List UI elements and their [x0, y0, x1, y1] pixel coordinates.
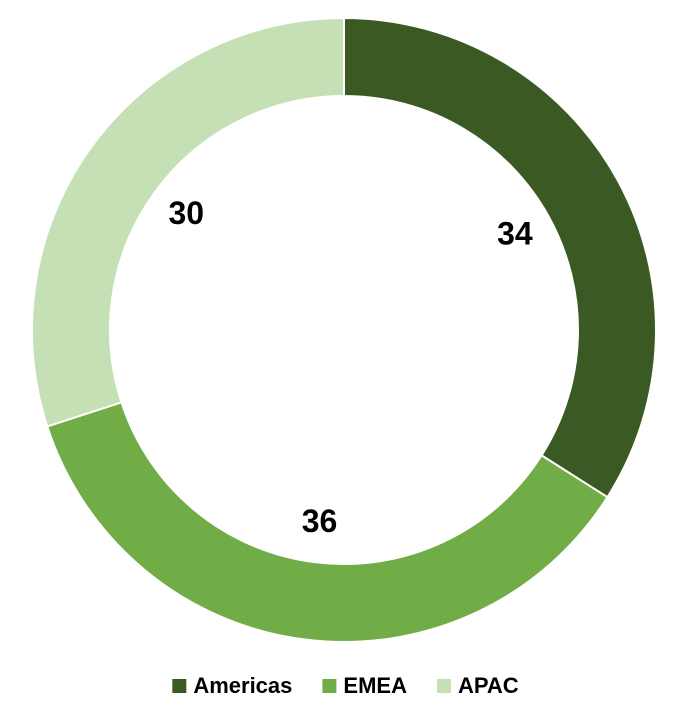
- legend-label: APAC: [458, 673, 519, 698]
- value-label: 30: [168, 195, 204, 231]
- legend-label: Americas: [193, 673, 292, 698]
- legend-swatch: [172, 679, 187, 693]
- legend-label: EMEA: [343, 673, 407, 698]
- value-label: 36: [302, 503, 338, 539]
- donut-segment: [343, 16, 657, 499]
- donut-segment: [31, 16, 345, 428]
- value-label: 34: [497, 216, 533, 252]
- legend-swatch: [436, 679, 451, 693]
- legend: Americas EMEA APAC: [172, 673, 519, 698]
- donut-segment: [46, 401, 609, 643]
- legend-swatch: [322, 679, 337, 693]
